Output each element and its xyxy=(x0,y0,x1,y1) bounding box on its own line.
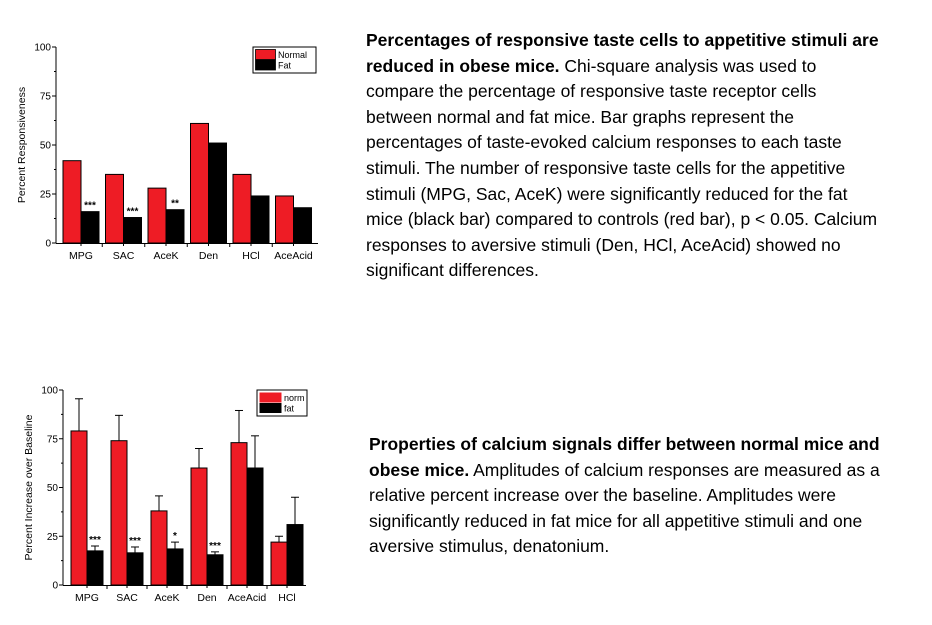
legend-swatch-norm xyxy=(259,392,282,403)
x-tick-label: SAC xyxy=(113,250,135,262)
x-tick-label: MPG xyxy=(69,250,93,262)
bar-normal-hcl xyxy=(232,173,252,244)
legend-label-norm: norm xyxy=(284,393,305,403)
legend-swatch-fat xyxy=(255,59,276,71)
bar-norm-sac xyxy=(110,440,128,586)
legend-swatch-fat xyxy=(259,403,282,413)
x-tick-label: AceK xyxy=(153,250,178,262)
legend-swatch-normal xyxy=(255,49,276,60)
bar-fat-den xyxy=(206,554,224,586)
bar-norm-acek xyxy=(150,510,168,586)
significance-marker: *** xyxy=(127,207,139,218)
bar-fat-aceacid xyxy=(246,467,264,586)
y-tick-label: 50 xyxy=(47,483,59,494)
y-axis-label: Percent Responsiveness xyxy=(16,87,28,203)
x-tick-label: AceAcid xyxy=(274,250,313,262)
caption-amplitude-body: Amplitudes of calcium responses are meas… xyxy=(369,459,880,557)
significance-marker: *** xyxy=(209,541,221,552)
y-axis-label: Percent Increase over Baseline xyxy=(23,414,35,560)
y-tick-label: 75 xyxy=(40,92,52,103)
legend-label-fat: Fat xyxy=(278,61,292,71)
bar-normal-den xyxy=(190,122,209,244)
bar-norm-aceacid xyxy=(230,442,248,586)
caption-responsiveness: Percentages of responsive taste cells to… xyxy=(366,28,886,284)
bar-fat-hcl xyxy=(286,524,304,586)
x-tick-label: HCl xyxy=(242,250,260,262)
significance-marker: *** xyxy=(129,536,141,547)
x-tick-label: SAC xyxy=(116,592,138,604)
y-tick-label: 25 xyxy=(40,190,52,201)
bar-fat-mpg xyxy=(86,550,104,586)
bar-fat-mpg xyxy=(80,211,100,244)
caption-amplitude-title: Properties of calcium signals differ bet… xyxy=(369,434,880,480)
bar-normal-aceacid xyxy=(275,195,294,244)
caption-amplitude: Properties of calcium signals differ bet… xyxy=(369,432,909,560)
y-tick-label: 0 xyxy=(45,239,51,250)
significance-marker: *** xyxy=(84,201,96,212)
legend-label-fat: fat xyxy=(284,404,295,414)
bar-fat-den xyxy=(208,142,227,244)
bar-fat-acek xyxy=(165,209,185,244)
x-tick-label: Den xyxy=(199,250,218,262)
x-tick-label: AceK xyxy=(154,592,179,604)
bar-fat-acek xyxy=(166,548,184,586)
bar-norm-hcl xyxy=(270,541,288,586)
bar-fat-aceacid xyxy=(293,207,312,244)
significance-marker: * xyxy=(173,531,177,542)
x-tick-label: MPG xyxy=(75,592,99,604)
bar-fat-sac xyxy=(126,552,144,586)
caption-responsiveness-title: Percentages of responsive taste cells to… xyxy=(366,30,879,76)
caption-responsiveness-body: Chi-square analysis was used to compare … xyxy=(366,55,878,281)
bar-norm-den xyxy=(190,467,208,586)
x-tick-label: HCl xyxy=(278,592,296,604)
bar-normal-mpg xyxy=(62,160,82,244)
x-tick-label: Den xyxy=(197,592,216,604)
y-tick-label: 50 xyxy=(40,141,52,152)
significance-marker: *** xyxy=(89,535,101,546)
y-tick-label: 100 xyxy=(34,43,51,54)
significance-marker: ** xyxy=(171,199,179,210)
bar-normal-acek xyxy=(147,187,167,244)
bar-fat-hcl xyxy=(250,195,270,244)
legend-label-normal: Normal xyxy=(278,50,307,60)
amplitude-chart: *** *** * *** 0 25 50 75 100 MPG SAC AceK Den AceAcid… xyxy=(0,375,340,615)
x-tick-label: AceAcid xyxy=(228,592,267,604)
responsiveness-chart: *** *** ** 0 25 50 75 100 MPG SAC AceK Den HCl AceAci… xyxy=(0,30,340,270)
y-tick-label: 75 xyxy=(47,434,59,445)
bar-normal-sac xyxy=(105,173,124,244)
y-tick-label: 0 xyxy=(52,581,58,592)
bar-norm-mpg xyxy=(70,430,88,586)
y-tick-label: 25 xyxy=(47,532,59,543)
bar-fat-sac xyxy=(123,217,142,244)
y-tick-label: 100 xyxy=(41,386,58,397)
